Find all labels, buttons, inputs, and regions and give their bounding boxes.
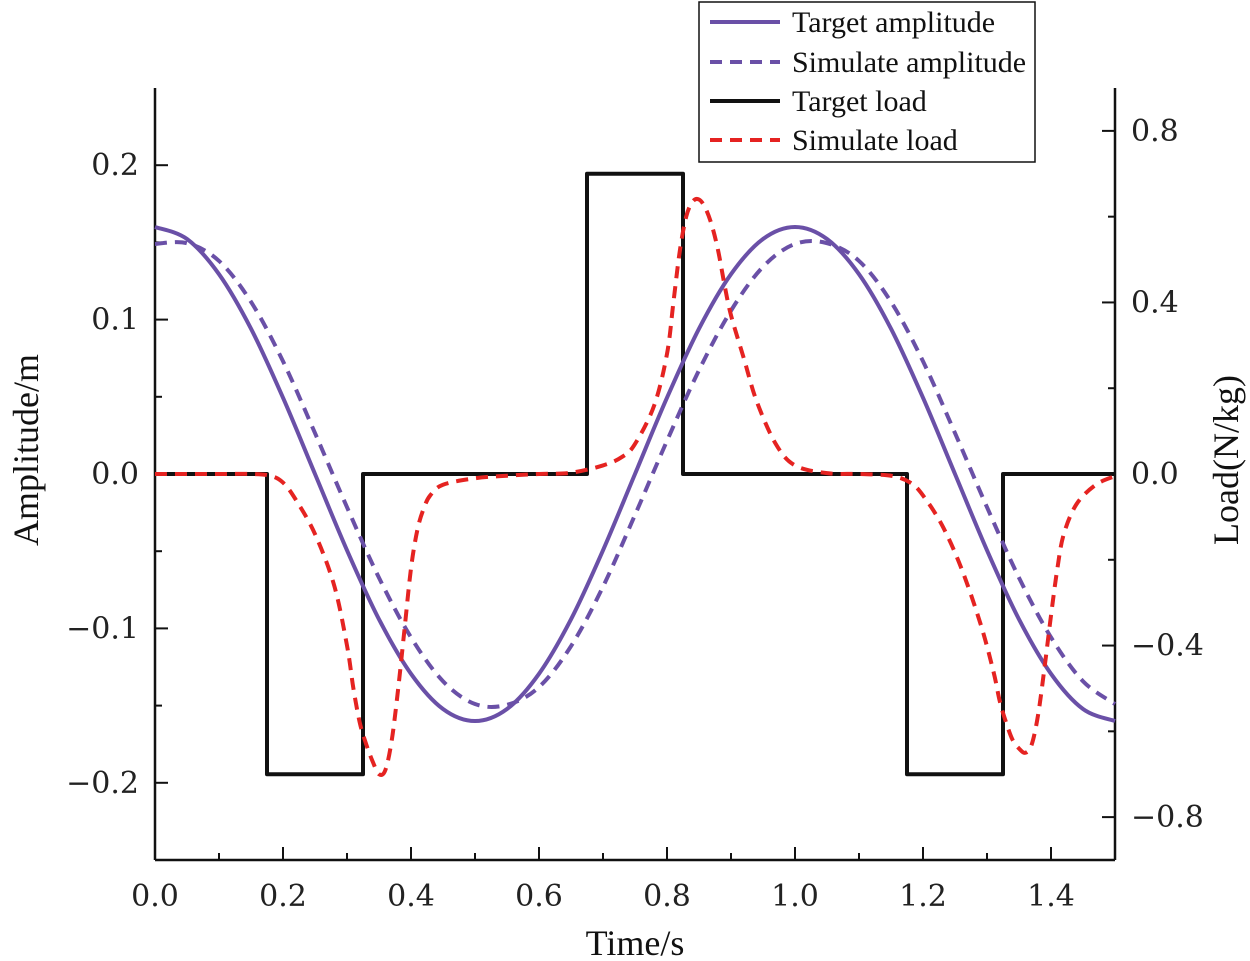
legend-label-simulate-amplitude: Simulate amplitude bbox=[792, 46, 1026, 79]
series-line-target-amplitude bbox=[154, 224, 1116, 724]
x-tick-label: 1.2 bbox=[899, 879, 947, 914]
x-tick-label: 0.8 bbox=[643, 879, 691, 914]
y-left-tick-label: −0.1 bbox=[66, 611, 139, 646]
x-tick-label: 1.0 bbox=[771, 879, 819, 914]
legend-label-target-load: Target load bbox=[792, 85, 927, 118]
legend: Target amplitude Simulate amplitude Targ… bbox=[698, 1, 1036, 163]
y-left-tick-label: 0.2 bbox=[91, 148, 139, 183]
x-axis-title: Time/s bbox=[586, 923, 685, 961]
series-line-simulate-load bbox=[155, 196, 1116, 777]
x-tick-label: 0.4 bbox=[387, 879, 435, 914]
y-left-tick-label: 0.1 bbox=[91, 303, 139, 338]
y-axis-left-title: Amplitude/m bbox=[6, 354, 46, 546]
legend-label-target-amplitude: Target amplitude bbox=[792, 6, 995, 39]
y-left-tick-label: 0.0 bbox=[91, 457, 139, 492]
series-line-simulate-amplitude bbox=[154, 239, 1117, 709]
x-tick-label: 0.0 bbox=[131, 879, 179, 914]
y-axis-right-title: Load(N/kg) bbox=[1206, 375, 1246, 545]
ticks bbox=[154, 129, 1116, 860]
y-right-tick-label: −0.4 bbox=[1131, 629, 1204, 664]
x-tick-label: 0.2 bbox=[259, 879, 307, 914]
series-layer bbox=[154, 171, 1117, 777]
x-tick-label: 0.6 bbox=[515, 879, 563, 914]
y-left-tick-label: −0.2 bbox=[66, 766, 139, 801]
y-right-tick-label: −0.8 bbox=[1131, 800, 1204, 835]
tick-labels: 0.0 0.2 0.4 0.6 0.8 1.0 1.2 1.4 −0.2 −0.1 0.0 0.1 0.… bbox=[66, 114, 1204, 914]
y-right-tick-label: 0.4 bbox=[1131, 285, 1179, 320]
x-tick-label: 1.4 bbox=[1027, 879, 1075, 914]
y-right-tick-label: 0.8 bbox=[1131, 114, 1179, 149]
legend-label-simulate-load: Simulate load bbox=[792, 124, 958, 157]
legend-box bbox=[698, 1, 1036, 163]
series-line-target-load bbox=[155, 171, 1115, 777]
y-right-tick-label: 0.0 bbox=[1131, 457, 1179, 492]
